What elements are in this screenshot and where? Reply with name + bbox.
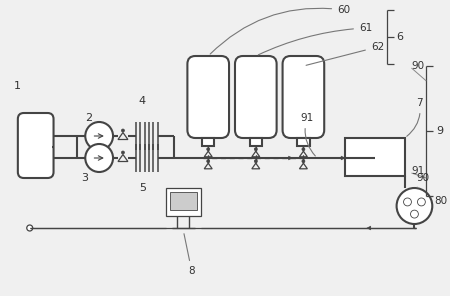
- Text: 62: 62: [306, 42, 384, 65]
- Circle shape: [27, 225, 33, 231]
- Text: 80: 80: [434, 196, 447, 206]
- FancyBboxPatch shape: [283, 56, 324, 138]
- Text: 91: 91: [411, 166, 425, 176]
- Polygon shape: [367, 226, 371, 230]
- FancyBboxPatch shape: [18, 113, 54, 178]
- Bar: [166, 188, 201, 216]
- Text: 60: 60: [210, 5, 350, 54]
- Text: 6: 6: [396, 32, 404, 42]
- Circle shape: [122, 151, 125, 154]
- Bar: [170, 192, 197, 210]
- Bar: [297, 138, 310, 146]
- Text: 4: 4: [139, 96, 146, 106]
- Text: 90: 90: [416, 173, 430, 187]
- Circle shape: [404, 198, 411, 206]
- Text: 5: 5: [139, 183, 146, 193]
- Circle shape: [207, 148, 210, 151]
- Circle shape: [85, 122, 113, 150]
- Text: 90: 90: [411, 61, 425, 71]
- Polygon shape: [341, 156, 345, 160]
- Circle shape: [302, 160, 305, 163]
- Text: 61: 61: [258, 23, 372, 55]
- Polygon shape: [288, 156, 292, 160]
- Circle shape: [410, 210, 419, 218]
- Circle shape: [418, 198, 425, 206]
- Circle shape: [207, 160, 210, 163]
- Circle shape: [302, 148, 305, 151]
- Bar: [345, 138, 405, 176]
- Text: 91: 91: [301, 113, 315, 156]
- Circle shape: [122, 129, 125, 132]
- Bar: [250, 138, 262, 146]
- Circle shape: [254, 160, 257, 163]
- FancyBboxPatch shape: [235, 56, 277, 138]
- FancyBboxPatch shape: [187, 56, 229, 138]
- Text: 2: 2: [85, 113, 92, 123]
- Circle shape: [254, 148, 257, 151]
- Text: 1: 1: [14, 81, 21, 91]
- Text: 8: 8: [184, 234, 195, 276]
- Text: 9: 9: [436, 126, 443, 136]
- Circle shape: [85, 144, 113, 172]
- Bar: [202, 138, 215, 146]
- Text: 3: 3: [81, 173, 88, 183]
- Circle shape: [396, 188, 432, 224]
- Text: 7: 7: [407, 98, 423, 136]
